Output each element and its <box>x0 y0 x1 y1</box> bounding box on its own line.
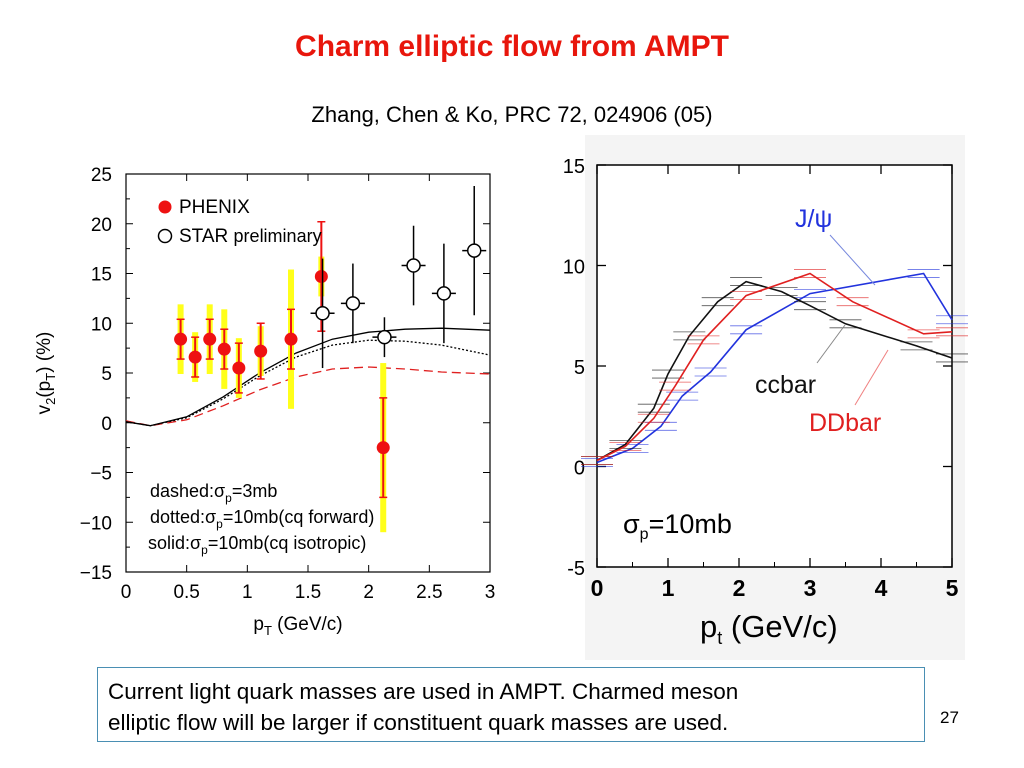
series-line <box>596 272 953 464</box>
phenix-point <box>284 332 298 346</box>
annotation-prefix: dotted:σ <box>150 507 216 527</box>
annotation-sigma-sub: p <box>640 526 649 543</box>
y-axis-label-sub2: T <box>43 373 58 381</box>
x-tick-label: 2 <box>733 575 746 601</box>
x-tick-label: 1 <box>242 582 253 603</box>
plot-frame <box>596 164 953 568</box>
y-tick-label: −5 <box>90 464 112 485</box>
annotation-sub: p <box>225 491 232 505</box>
star-point <box>466 243 482 258</box>
x-axis-label-sub: T <box>264 623 272 638</box>
x-tick-label: 3 <box>804 575 817 601</box>
phenix-point <box>174 332 188 346</box>
x-tick-label: 0 <box>121 582 132 603</box>
phenix-point <box>232 361 246 375</box>
model-curve-solid <box>125 327 491 427</box>
label-jpsi-pointer <box>829 234 876 286</box>
annotation-line-3: solid:σp=10mb(cq isotropic) <box>148 533 366 557</box>
star-point <box>345 296 361 311</box>
y-tick-label: 15 <box>91 265 112 286</box>
phenix-point <box>217 342 231 356</box>
annotation-sigma-symbol: σ <box>623 509 640 539</box>
star-point <box>436 286 452 301</box>
label-ddbar-pointer <box>854 349 889 406</box>
slide-subtitle: Zhang, Chen & Ko, PRC 72, 024906 (05) <box>311 102 713 127</box>
legend-phenix-label: PHENIX <box>179 197 250 218</box>
label-ccbar: ccbar <box>755 371 816 399</box>
annotation-sigma-value: =10mb <box>649 509 732 539</box>
phenix-point <box>254 344 268 358</box>
y-axis-label-p: (p <box>34 381 55 398</box>
model-curve-dashed <box>125 366 491 427</box>
slide-title: Charm elliptic flow from AMPT <box>295 30 729 63</box>
legend-star-marker <box>157 228 173 244</box>
x-tick-label: 4 <box>875 575 888 601</box>
annotation-prefix: dashed:σ <box>150 481 225 501</box>
y-tick-label: 15 <box>563 156 585 178</box>
x-axis-label: pt (GeV/c) <box>700 609 838 648</box>
x-tick-label: 1 <box>662 575 675 601</box>
y-tick-label: 5 <box>574 357 585 379</box>
phenix-point <box>188 350 202 364</box>
y-tick-label: 5 <box>101 364 112 385</box>
annotation-sub: p <box>201 543 208 557</box>
y-tick-label: −15 <box>80 563 112 584</box>
x-axis-label-unit: (GeV/c) <box>272 614 343 635</box>
x-axis-label-p: p <box>253 614 264 635</box>
y-axis-label-unit: ) (%) <box>34 332 55 373</box>
annotation-suffix: =10mb(cq forward) <box>223 507 375 527</box>
legend-star-name: STAR <box>179 226 234 247</box>
star-point <box>406 258 421 273</box>
y-tick-label: 0 <box>574 458 585 480</box>
annotation-line-1: dashed:σp=3mb <box>150 481 277 505</box>
x-axis-label: pT (GeV/c) <box>253 614 342 638</box>
x-axis-label-p: p <box>700 609 717 644</box>
label-jpsi: J/ψ <box>795 205 832 233</box>
legend-phenix-marker <box>158 200 172 214</box>
caption-line-2: elliptic flow will be larger if constitu… <box>108 710 729 735</box>
y-tick-label: -5 <box>567 558 585 580</box>
annotation-prefix: solid:σ <box>148 533 201 553</box>
y-tick-label: 10 <box>91 314 112 335</box>
y-axis-label-v: v <box>34 404 55 414</box>
annotation-suffix: =3mb <box>232 481 278 501</box>
x-tick-label: 5 <box>946 575 959 601</box>
star-point <box>315 306 330 321</box>
x-tick-label: 1.5 <box>295 582 321 603</box>
y-tick-label: −10 <box>80 513 112 534</box>
phenix-point <box>203 332 217 346</box>
legend-star-label: STAR preliminary <box>179 226 322 247</box>
annotation-line-2: dotted:σp=10mb(cq forward) <box>150 507 374 531</box>
x-axis-label-unit: (GeV/c) <box>722 609 837 644</box>
y-tick-label: 10 <box>563 257 585 279</box>
x-tick-label: 2.5 <box>416 582 442 603</box>
annotation-sigma: σp=10mb <box>623 509 732 543</box>
legend-star-suffix: preliminary <box>234 226 322 246</box>
phenix-point <box>314 269 328 283</box>
slide-number: 27 <box>940 708 959 727</box>
y-tick-label: 20 <box>91 215 112 236</box>
x-tick-label: 0 <box>591 575 604 601</box>
caption-line-1: Current light quark masses are used in A… <box>108 679 739 704</box>
caption-box: Current light quark masses are used in A… <box>97 667 925 742</box>
y-axis-label: v2(pT) (%) <box>34 332 58 415</box>
annotation-suffix: =10mb(cq isotropic) <box>208 533 367 553</box>
y-tick-label: 0 <box>101 414 112 435</box>
annotation-sub: p <box>216 517 223 531</box>
star-point <box>377 329 392 345</box>
x-axis-label-sub: t <box>717 628 722 648</box>
label-ccbar-pointer <box>816 324 846 364</box>
x-tick-label: 3 <box>485 582 496 603</box>
y-axis-label-sub: 2 <box>43 398 58 405</box>
y-tick-label: 25 <box>91 165 112 186</box>
phenix-point <box>376 441 390 455</box>
x-tick-label: 0.5 <box>173 582 199 603</box>
series-line <box>596 272 953 462</box>
x-tick-label: 2 <box>363 582 374 603</box>
label-ddbar: DDbar <box>809 409 881 437</box>
